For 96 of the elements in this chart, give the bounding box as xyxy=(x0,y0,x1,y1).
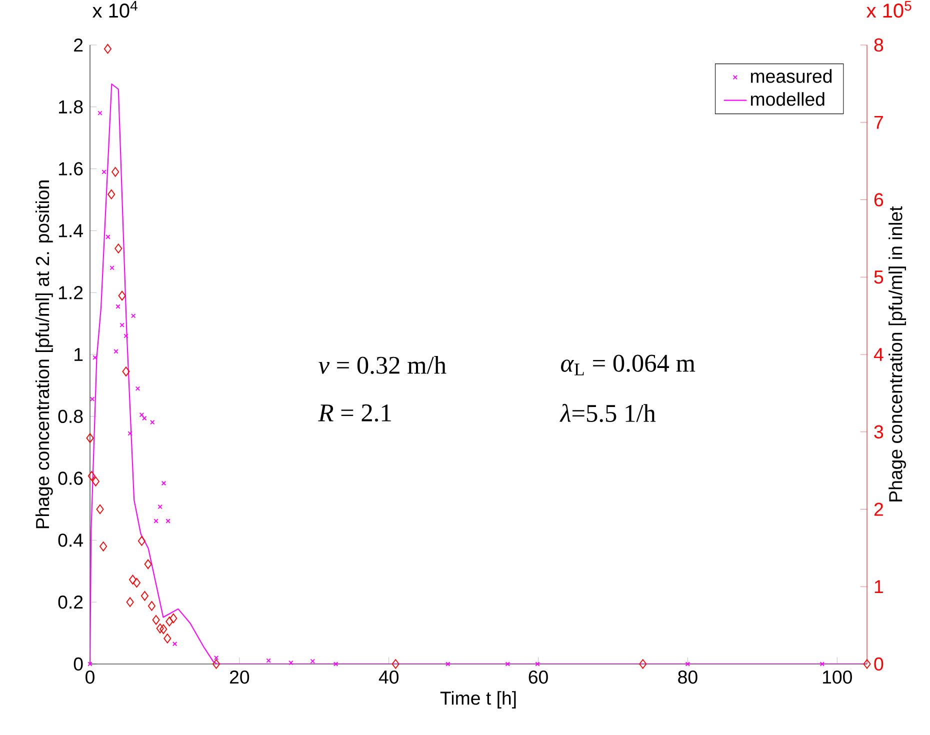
legend-label: measured xyxy=(750,69,832,83)
legend-label: modelled xyxy=(750,92,824,106)
point xyxy=(446,662,450,666)
point xyxy=(863,659,871,669)
y2-tick-label: 8 xyxy=(874,38,884,52)
y-tick-label: 0.4 xyxy=(58,534,83,547)
y-tick-label: 2 xyxy=(74,38,83,52)
point xyxy=(140,591,148,601)
point xyxy=(112,167,120,177)
point xyxy=(102,170,106,174)
x-tick-label: 80 xyxy=(678,670,698,684)
x-tick-label: 100 xyxy=(822,670,852,684)
point xyxy=(154,518,158,524)
point xyxy=(288,660,294,666)
point xyxy=(170,613,178,624)
point xyxy=(110,265,114,270)
point xyxy=(152,615,160,625)
point xyxy=(96,504,104,514)
point xyxy=(144,559,152,570)
y-tick-label: 1.6 xyxy=(58,162,83,176)
x-axis-title: Time t [h] xyxy=(440,691,516,708)
y2-axis-title: Phage concentration [pfu/ml] in inlet xyxy=(888,206,906,502)
point xyxy=(148,601,156,611)
annotation: v = 0.32 m/h xyxy=(318,356,446,374)
point xyxy=(161,480,166,486)
y-tick-label: 0.8 xyxy=(58,410,83,424)
point xyxy=(128,431,132,436)
point xyxy=(333,662,338,666)
point xyxy=(164,634,172,644)
point xyxy=(142,416,147,421)
point xyxy=(106,234,110,240)
point xyxy=(86,433,94,443)
point xyxy=(104,44,112,54)
point xyxy=(122,366,130,376)
y2-tick-label: 0 xyxy=(874,657,884,671)
point xyxy=(130,313,136,318)
y-tick-label: 0 xyxy=(74,657,83,671)
point xyxy=(124,334,128,338)
annotation: λ=5.5 1/h xyxy=(560,404,656,422)
point xyxy=(108,189,116,200)
point xyxy=(505,662,510,666)
point xyxy=(116,304,120,309)
point xyxy=(128,574,137,585)
point xyxy=(126,597,134,607)
point xyxy=(88,471,96,481)
point xyxy=(92,355,98,360)
y2-tick-label: 6 xyxy=(874,193,884,206)
x-tick-label: 20 xyxy=(230,670,250,684)
y2-tick-label: 7 xyxy=(874,116,883,129)
y-tick-label: 1.8 xyxy=(58,100,83,114)
y-tick-label: 1.2 xyxy=(58,286,83,300)
point xyxy=(150,420,155,425)
point xyxy=(92,476,100,486)
point xyxy=(685,662,690,666)
point xyxy=(158,504,162,510)
point xyxy=(98,110,102,116)
text: x 10$^{5}$ xyxy=(866,0,912,18)
y2-tick-label: 5 xyxy=(874,270,884,284)
y-tick-label: 1.4 xyxy=(58,224,83,238)
point xyxy=(166,518,170,524)
x-tick-label: 0 xyxy=(86,670,94,684)
x-tick-label: 60 xyxy=(528,670,548,684)
point xyxy=(156,624,164,634)
y-tick-label: 0.2 xyxy=(58,595,83,609)
point xyxy=(172,642,178,646)
y2-tick-label: 1 xyxy=(874,580,883,594)
point xyxy=(120,322,124,328)
point xyxy=(214,655,219,660)
point xyxy=(135,386,140,391)
point xyxy=(139,412,144,418)
point xyxy=(114,349,118,354)
point xyxy=(639,659,647,669)
point xyxy=(160,624,168,634)
point xyxy=(90,396,95,402)
y2-tick-label: 2 xyxy=(874,502,883,516)
x-tick-label: 40 xyxy=(378,670,399,684)
point xyxy=(310,658,315,664)
y-tick-label: 1 xyxy=(74,348,83,361)
y-axis-title: Phage concentration [pfu/ml] at 2. position xyxy=(35,180,53,528)
point xyxy=(100,542,108,552)
y2-tick-label: 4 xyxy=(874,348,884,361)
point xyxy=(820,662,825,666)
point xyxy=(392,659,400,669)
text: x 10$^{4}$ xyxy=(92,0,138,18)
point xyxy=(132,578,140,588)
y-tick-label: 0.6 xyxy=(58,472,83,485)
y2-tick-label: 3 xyxy=(874,425,884,438)
point xyxy=(266,658,271,663)
point xyxy=(138,536,146,546)
point xyxy=(212,659,220,669)
point xyxy=(166,616,174,626)
annotation: α$_{L}$ = 0.064 m xyxy=(561,354,696,376)
point xyxy=(535,662,540,666)
point xyxy=(114,244,122,254)
annotation: R = 2.1 xyxy=(318,404,391,422)
point xyxy=(118,290,126,301)
